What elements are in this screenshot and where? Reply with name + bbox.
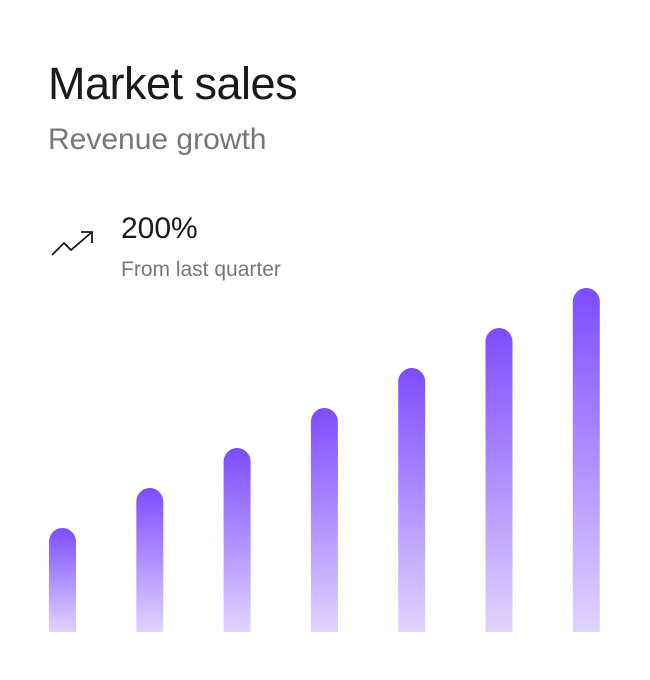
trending-up-icon [51, 231, 93, 256]
bar-4 [310, 408, 338, 632]
bar-7 [572, 288, 600, 632]
bar-6 [485, 328, 513, 632]
card-subtitle: Revenue growth [48, 123, 267, 156]
bar-5 [398, 368, 426, 632]
stat-value: 200% [121, 212, 198, 245]
card-title: Market sales [48, 58, 298, 109]
bar-1 [49, 528, 76, 632]
bar-2 [136, 488, 164, 632]
bar-3 [223, 448, 251, 632]
stat-label: From last quarter [121, 258, 281, 281]
